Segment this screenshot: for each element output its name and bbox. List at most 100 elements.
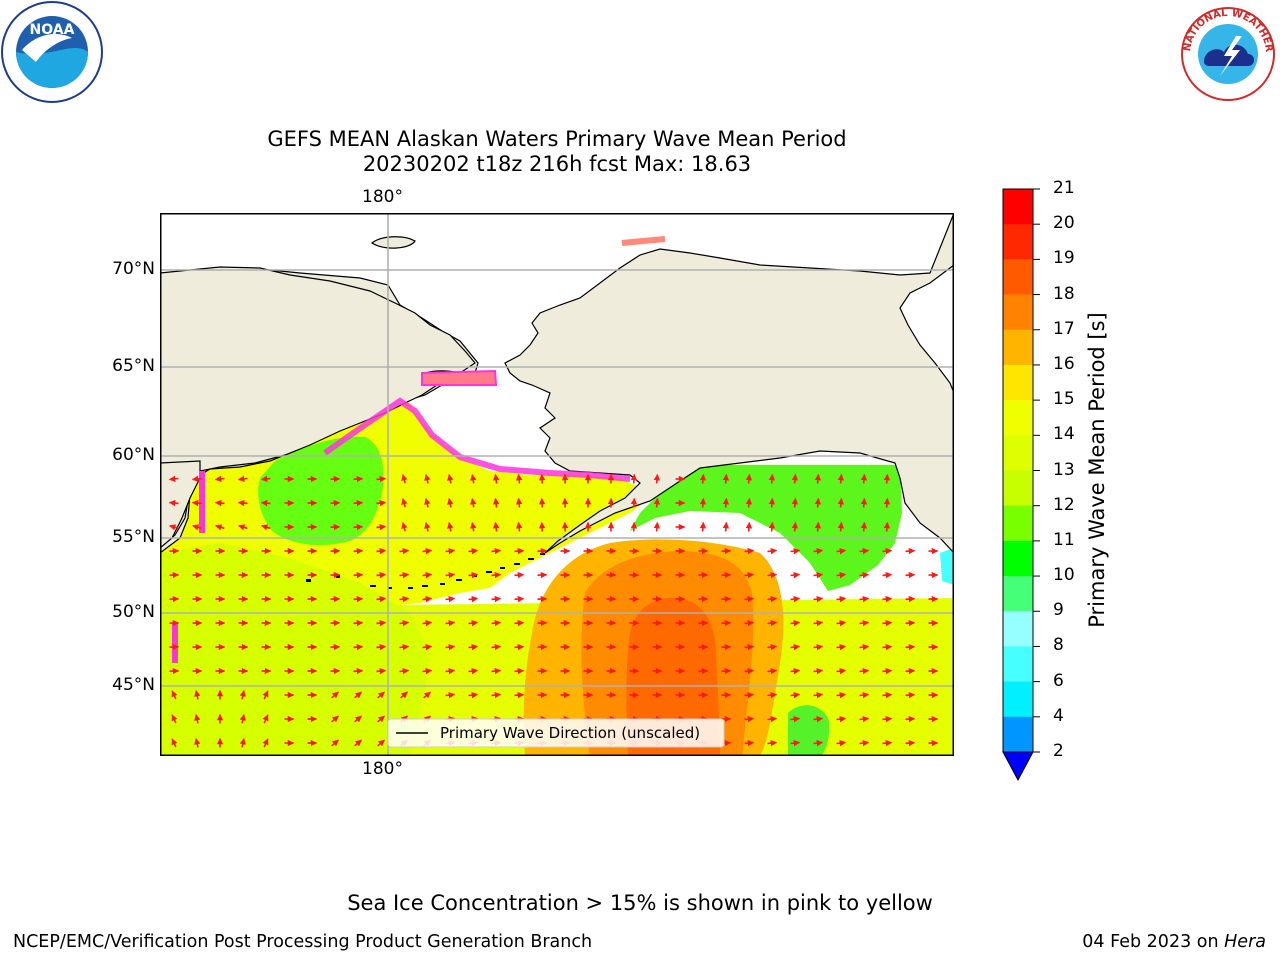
wave-direction-arrow [445,667,456,675]
wave-direction-arrow [836,691,847,699]
land-wrangel [370,236,416,249]
colorbar-tick-label: 6 [1053,670,1064,691]
wave-direction-arrow [814,497,822,508]
wave-direction-arrow [630,497,638,508]
wave-direction-arrow [514,547,525,555]
wave-direction-arrow [882,595,893,603]
wave-direction-arrow [813,619,824,627]
wave-direction-arrow [813,547,824,555]
wave-direction-arrow [399,619,410,627]
wave-direction-arrow [262,690,269,700]
colorbar-block [1003,364,1033,401]
wave-direction-arrow [905,739,916,747]
wave-direction-arrow [837,521,845,532]
wave-direction-arrow [790,715,801,723]
colorbar-tick-label: 18 [1053,283,1075,304]
wave-direction-arrow [445,571,456,579]
sea-ice-west [172,471,205,663]
colorbar-block [1003,435,1033,471]
chart-title: GEFS MEAN Alaskan Waters Primary Wave Me… [267,127,847,151]
sea-ice-norton [421,369,498,386]
wave-direction-arrow [376,667,387,675]
map-frame [160,213,954,756]
footer-date-text: 04 Feb 2023 on [1082,932,1225,952]
wave-direction-arrow [422,619,433,627]
lat-label-60: 60°N [112,445,155,465]
map-legend: Primary Wave Direction (unscaled) [387,718,725,748]
wave-direction-arrow [790,547,801,555]
wave-direction-arrow [882,571,893,579]
wave-direction-arrow [422,571,433,579]
wave-direction-arrow [790,595,801,603]
svg-text:NOAA: NOAA [30,22,75,38]
wave-direction-arrow [836,739,847,747]
colorbar-tick-label: 2 [1053,741,1064,761]
wave-direction-arrow [791,521,799,532]
wave-direction-arrow [744,643,755,651]
wave-direction-arrow [262,714,269,724]
wave-direction-arrow [790,571,801,579]
field-green-south [788,705,830,756]
colorbar-tick-label: 10 [1053,565,1075,586]
colorbar-block [1003,224,1033,260]
colorbar-block [1003,576,1033,612]
wave-direction-arrow [790,643,801,651]
wave-direction-arrow [836,595,847,603]
wave-direction-arrow [399,571,410,579]
colorbar-block [1003,540,1033,577]
wave-direction-arrow [514,619,525,627]
wave-direction-arrow [790,691,801,699]
wave-direction-arrow [377,715,385,723]
wave-period-map: Primary Wave Direction (unscaled) [160,213,954,756]
lon-label-bottom: 180° [362,759,403,779]
wave-direction-arrow [445,547,456,555]
wave-direction-arrow [376,499,387,507]
lat-label-45: 45°N [112,675,155,695]
wave-direction-arrow [744,667,755,675]
wave-direction-arrow [905,547,916,555]
wave-direction-arrow [767,547,778,555]
sea-ice-chukchi [621,236,666,246]
wave-direction-arrow [445,691,456,699]
wave-direction-arrow [491,643,502,651]
wave-direction-arrow [171,714,178,724]
colorbar-block [1003,681,1033,718]
lat-label-55: 55°N [112,527,155,547]
wave-direction-arrow [538,521,546,532]
colorbar-block [1003,189,1033,225]
sea-ice-note: Sea Ice Concentration > 15% is shown in … [347,891,933,915]
wave-direction-arrow [354,739,362,747]
wave-direction-arrow [401,522,408,532]
wave-direction-arrow [514,691,525,699]
wave-direction-arrow [745,497,753,508]
wave-direction-arrow [882,715,893,723]
wave-direction-arrow [813,595,824,603]
wave-direction-arrow [171,738,178,748]
wave-direction-arrow [260,499,271,507]
wave-direction-arrow [492,521,500,532]
wave-direction-arrow [905,667,916,675]
wave-direction-arrow [422,643,433,651]
wave-direction-arrow [699,473,707,484]
wave-direction-arrow [813,739,824,747]
wave-direction-arrow [376,475,387,483]
wave-direction-arrow [238,524,248,531]
wave-direction-arrow [905,595,916,603]
wave-direction-arrow [215,524,225,531]
wave-direction-arrow [836,547,847,555]
wave-direction-arrow [192,524,202,531]
wave-direction-arrow [883,497,891,508]
wave-direction-arrow [376,595,387,603]
wave-direction-arrow [423,691,431,699]
wave-direction-arrow [353,475,364,483]
wave-direction-arrow [468,691,479,699]
wave-direction-arrow [837,497,845,508]
wave-direction-arrow [401,474,408,484]
colorbar-block [1003,646,1033,683]
wave-direction-arrow [168,475,179,483]
wave-direction-arrow [859,595,870,603]
wave-direction-arrow [745,473,753,484]
colorbar-block [1003,611,1033,647]
wave-direction-arrow [447,497,454,508]
wave-direction-arrow [814,473,822,484]
